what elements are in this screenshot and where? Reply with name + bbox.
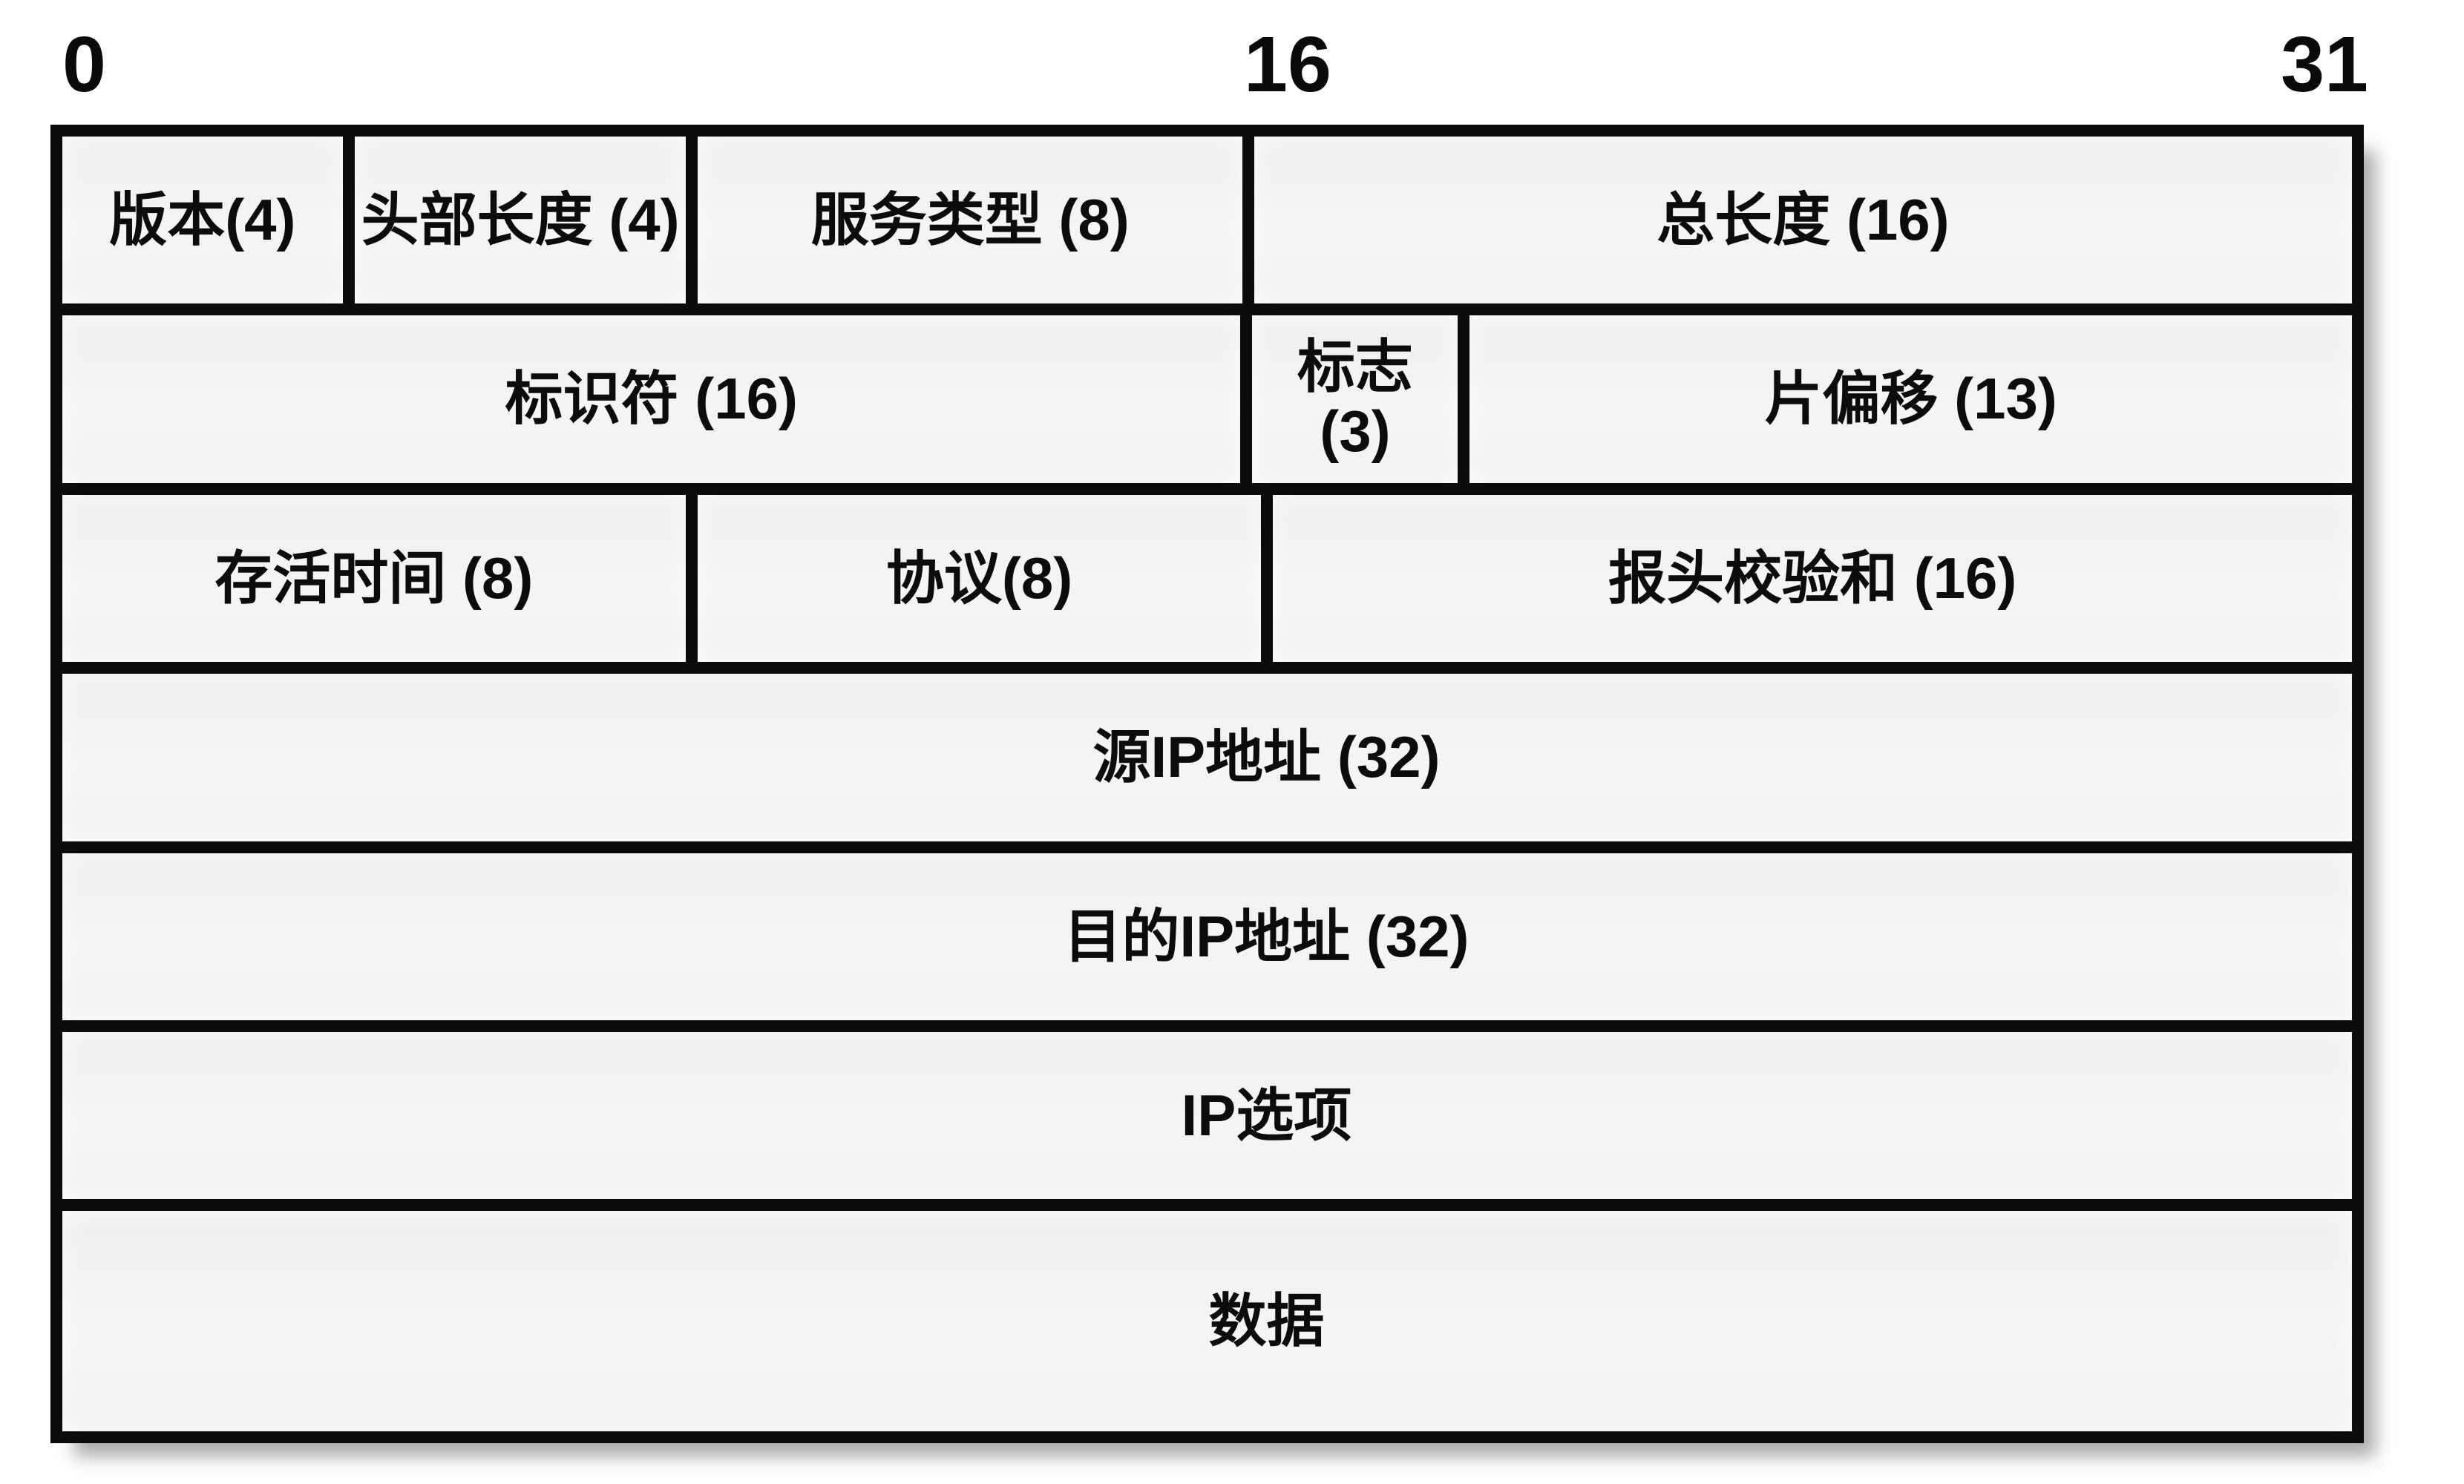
field-version: 版本(4)	[62, 137, 343, 304]
field-protocol: 协议(8)	[697, 494, 1262, 663]
field-flags-label: 标志	[1297, 333, 1413, 399]
table-row-2: 标识符 (16) 标志 (3) 片偏移 (13)	[62, 315, 2352, 483]
field-flags-bits-label: (3)	[1320, 398, 1391, 464]
field-header-checksum: 报头校验和 (16)	[1273, 494, 2352, 663]
table-row-4: 源IP地址 (32)	[62, 674, 2352, 841]
bit-label-31: 31	[2281, 21, 2368, 108]
field-source-ip-address: 源IP地址 (32)	[62, 674, 2352, 841]
field-destination-ip-address-label: 目的IP地址 (32)	[1064, 903, 1469, 969]
table-row-7: 数据	[62, 1211, 2352, 1432]
field-ttl-label: 存活时间 (8)	[214, 545, 534, 611]
field-header-length-label: 头部长度 (4)	[361, 187, 680, 253]
field-flags: 标志 (3)	[1252, 315, 1458, 483]
field-destination-ip-address: 目的IP地址 (32)	[62, 853, 2352, 1021]
table-row-1: 版本(4) 头部长度 (4) 服务类型 (8) 总长度 (16)	[62, 137, 2352, 304]
field-ip-options-label: IP选项	[1181, 1083, 1352, 1149]
bit-label-0: 0	[62, 21, 106, 108]
field-service-type-label: 服务类型 (8)	[810, 187, 1130, 253]
field-fragment-offset-label: 片偏移 (13)	[1764, 366, 2057, 432]
field-total-length: 总长度 (16)	[1254, 137, 2352, 304]
field-identifier: 标识符 (16)	[62, 315, 1241, 483]
table-row-3: 存活时间 (8) 协议(8) 报头校验和 (16)	[62, 494, 2352, 663]
field-fragment-offset: 片偏移 (13)	[1469, 315, 2352, 483]
field-version-label: 版本(4)	[109, 187, 296, 253]
field-identifier-label: 标识符 (16)	[505, 366, 798, 432]
field-protocol-label: 协议(8)	[885, 545, 1073, 611]
field-data-label: 数据	[1208, 1288, 1325, 1354]
field-ttl: 存活时间 (8)	[62, 494, 686, 663]
bit-label-16: 16	[1244, 21, 1331, 108]
field-header-length: 头部长度 (4)	[354, 137, 687, 304]
field-service-type: 服务类型 (8)	[698, 137, 1242, 304]
field-ip-options: IP选项	[62, 1032, 2352, 1200]
field-header-checksum-label: 报头校验和 (16)	[1608, 545, 2017, 611]
table-row-6: IP选项	[62, 1032, 2352, 1200]
field-source-ip-address-label: 源IP地址 (32)	[1092, 724, 1441, 790]
field-data: 数据	[62, 1211, 2352, 1432]
field-total-length-label: 总长度 (16)	[1657, 187, 1950, 253]
ipv4-header-table: 版本(4) 头部长度 (4) 服务类型 (8) 总长度 (16) 标识符 (16…	[50, 125, 2364, 1443]
bit-ruler: 0 16 31	[50, 21, 2368, 108]
table-row-5: 目的IP地址 (32)	[62, 853, 2352, 1021]
